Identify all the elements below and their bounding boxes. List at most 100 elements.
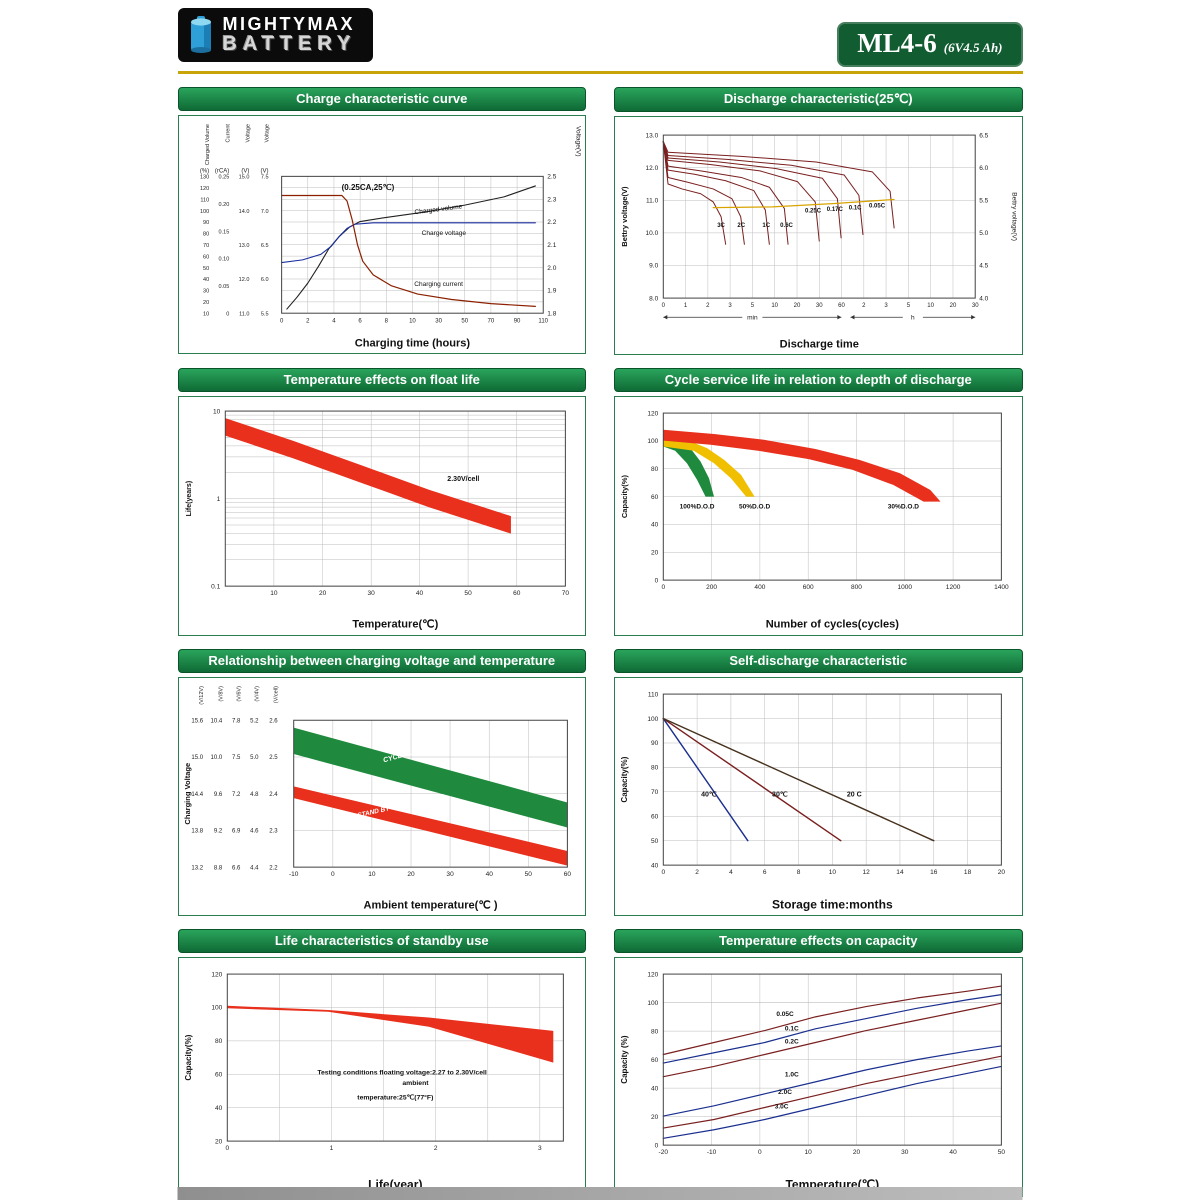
svg-text:1C: 1C xyxy=(762,223,770,229)
svg-text:20: 20 xyxy=(998,869,1006,876)
brand-name-top: MIGHTYMAX xyxy=(222,14,355,35)
svg-text:Voltage(V): Voltage(V) xyxy=(574,126,581,157)
svg-text:7.5: 7.5 xyxy=(260,175,268,181)
svg-text:60: 60 xyxy=(214,1072,222,1079)
svg-text:80: 80 xyxy=(651,765,659,772)
panel-discharge-characteristic: Discharge characteristic(25℃) 13.0 12.0 11… xyxy=(614,87,1023,356)
svg-text:70: 70 xyxy=(651,789,659,796)
svg-text:4.8: 4.8 xyxy=(250,792,259,798)
chart-box: 120 100 80 60 40 20 0 1 2 3 Life(year) Capacity(%) T… xyxy=(177,957,586,1197)
svg-text:Discharge time: Discharge time xyxy=(780,338,859,350)
svg-text:13.2: 13.2 xyxy=(191,865,203,871)
svg-text:30: 30 xyxy=(367,591,375,598)
svg-text:6.0: 6.0 xyxy=(260,277,268,283)
svg-text:30: 30 xyxy=(901,1150,909,1157)
svg-text:110: 110 xyxy=(200,197,209,203)
chart-box: 130 120 110 100 90 80 70 60 50 40 30 20 10 Charged Vo… xyxy=(177,115,586,355)
svg-text:20: 20 xyxy=(794,303,801,309)
svg-text:4.6: 4.6 xyxy=(250,829,259,835)
svg-text:0.25: 0.25 xyxy=(218,175,229,181)
svg-text:-10: -10 xyxy=(707,1150,717,1157)
brand-text: MIGHTYMAX BATTERY xyxy=(223,15,357,55)
svg-text:2.5: 2.5 xyxy=(269,755,278,761)
svg-text:20: 20 xyxy=(203,300,209,306)
svg-text:7.2: 7.2 xyxy=(232,792,241,798)
svg-text:12.0: 12.0 xyxy=(238,277,249,283)
svg-text:(V/4V): (V/4V) xyxy=(254,686,260,702)
svg-text:1: 1 xyxy=(216,496,220,503)
svg-text:Charged Volume: Charged Volume xyxy=(205,124,211,165)
svg-text:2.2: 2.2 xyxy=(547,219,556,226)
svg-text:50: 50 xyxy=(524,871,532,878)
svg-text:30: 30 xyxy=(203,289,209,295)
svg-text:30℃: 30℃ xyxy=(772,791,788,799)
svg-text:0.17C: 0.17C xyxy=(827,207,844,213)
svg-text:(rCA): (rCA) xyxy=(214,168,228,174)
svg-text:1.9: 1.9 xyxy=(547,288,556,295)
svg-text:0.05C: 0.05C xyxy=(869,204,886,210)
svg-text:70: 70 xyxy=(203,243,209,249)
svg-text:3.0C: 3.0C xyxy=(775,1104,789,1111)
svg-text:13.0: 13.0 xyxy=(238,243,249,249)
svg-text:11.0: 11.0 xyxy=(239,311,249,317)
svg-text:130: 130 xyxy=(199,175,208,181)
svg-text:Temperature(℃): Temperature(℃) xyxy=(352,619,438,631)
svg-text:0.1C: 0.1C xyxy=(849,205,862,211)
svg-text:400: 400 xyxy=(754,585,765,592)
svg-text:2.3: 2.3 xyxy=(547,196,556,203)
svg-text:100: 100 xyxy=(199,209,208,215)
svg-text:100: 100 xyxy=(211,1005,222,1012)
svg-text:Life(years): Life(years) xyxy=(186,481,193,517)
chart-title-float-life: Temperature effects on float life xyxy=(177,368,586,393)
svg-text:8: 8 xyxy=(797,869,801,876)
svg-text:0.10: 0.10 xyxy=(218,257,229,263)
svg-text:10: 10 xyxy=(212,409,220,416)
svg-text:1200: 1200 xyxy=(946,585,961,592)
svg-text:(V/8V): (V/8V) xyxy=(218,686,224,702)
svg-text:50: 50 xyxy=(651,838,659,845)
svg-text:20: 20 xyxy=(950,303,957,309)
svg-text:4.4: 4.4 xyxy=(250,865,259,871)
panel-charging-voltage-temperature: Relationship between charging voltage an… xyxy=(177,648,586,917)
svg-text:(0.25CA,25℃): (0.25CA,25℃) xyxy=(341,183,394,192)
svg-text:10: 10 xyxy=(368,871,376,878)
chart-title-discharge-characteristic: Discharge characteristic(25℃) xyxy=(614,87,1023,112)
svg-text:0: 0 xyxy=(661,585,665,592)
svg-text:80: 80 xyxy=(203,232,209,238)
svg-text:50%D.O.D: 50%D.O.D xyxy=(739,504,770,511)
svg-text:10: 10 xyxy=(927,303,934,309)
charging-voltage-temperature-chart: 15.6 15.0 14.4 13.8 13.2 (V/12V) 10.4 10.0 9.6 9.… xyxy=(183,686,571,912)
svg-text:0.05C: 0.05C xyxy=(776,1011,794,1018)
svg-text:600: 600 xyxy=(803,585,814,592)
svg-text:ambient: ambient xyxy=(402,1080,429,1087)
svg-text:2.3: 2.3 xyxy=(269,829,278,835)
svg-text:20: 20 xyxy=(214,1139,222,1146)
svg-text:13.8: 13.8 xyxy=(191,829,203,835)
svg-text:60: 60 xyxy=(651,813,659,820)
svg-text:50: 50 xyxy=(203,266,209,272)
svg-text:120: 120 xyxy=(199,186,208,192)
svg-text:2.5: 2.5 xyxy=(547,174,556,181)
svg-text:4.5: 4.5 xyxy=(979,263,988,270)
svg-text:2: 2 xyxy=(695,869,699,876)
svg-text:100: 100 xyxy=(647,716,658,723)
svg-text:10: 10 xyxy=(771,303,778,309)
svg-text:200: 200 xyxy=(706,585,717,592)
model-number: ML4-6 xyxy=(857,28,937,58)
float-life-chart: 10 1 0.1 10 20 30 40 50 60 70 Temperature(℃) Life(y… xyxy=(186,409,569,631)
svg-text:1: 1 xyxy=(329,1145,333,1152)
svg-text:20: 20 xyxy=(853,1150,861,1157)
svg-text:60: 60 xyxy=(513,591,521,598)
svg-text:3C: 3C xyxy=(717,223,725,229)
svg-text:5: 5 xyxy=(751,303,755,309)
svg-text:(V/cell): (V/cell) xyxy=(273,686,279,703)
svg-text:0.15: 0.15 xyxy=(218,229,229,235)
svg-text:9.0: 9.0 xyxy=(649,263,658,270)
svg-text:3: 3 xyxy=(884,303,888,309)
battery-icon xyxy=(190,16,211,53)
svg-text:6.9: 6.9 xyxy=(232,829,241,835)
header: MIGHTYMAX BATTERY ML4-6 (6V4.5 Ah) xyxy=(177,8,1023,68)
svg-text:10: 10 xyxy=(829,869,837,876)
svg-text:Voltage: Voltage xyxy=(245,124,251,142)
